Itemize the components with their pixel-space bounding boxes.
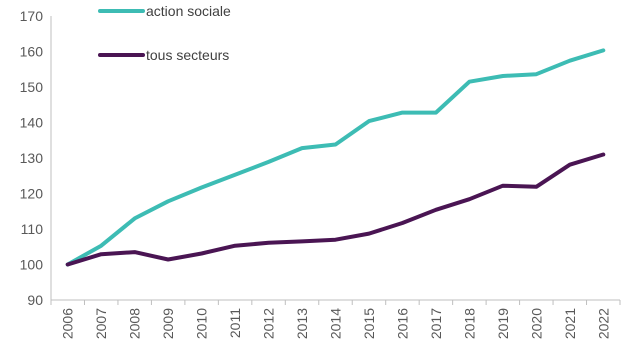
x-tick-label: 2006 xyxy=(60,308,76,339)
legend-label-2: tous secteurs xyxy=(146,47,229,63)
x-tick-label: 2007 xyxy=(93,308,109,339)
legend-label-1: action sociale xyxy=(146,3,231,19)
x-tick-label: 2015 xyxy=(361,308,377,339)
x-tick-label: 2019 xyxy=(495,308,511,339)
x-tick-label: 2010 xyxy=(194,308,210,339)
x-tick-label: 2017 xyxy=(428,308,444,339)
series-line-2 xyxy=(65,152,606,267)
y-tick-label: 120 xyxy=(20,186,44,202)
x-tick-label: 2022 xyxy=(595,308,611,339)
y-tick-label: 130 xyxy=(20,150,44,166)
y-tick-label: 160 xyxy=(20,44,44,60)
x-tick-label: 2016 xyxy=(394,308,410,339)
y-tick-label: 170 xyxy=(20,8,44,24)
x-axis-ticks: 2006 2007 2008 2009 2010 2011 2012 2013 2014 2015… xyxy=(60,308,612,339)
series-lines xyxy=(65,48,606,267)
y-tick-label: 140 xyxy=(20,115,44,131)
y-tick-label: 150 xyxy=(20,79,44,95)
x-tick-label: 2012 xyxy=(261,308,277,339)
legend: action sociale tous secteurs xyxy=(98,3,231,63)
axes xyxy=(50,16,621,305)
x-tick-label: 2014 xyxy=(328,308,344,339)
x-tick-label: 2018 xyxy=(461,308,477,339)
y-axis-ticks: 90 100 110 120 130 140 150 160 170 xyxy=(20,8,44,308)
x-tick-label: 2009 xyxy=(160,308,176,339)
y-tick-label: 110 xyxy=(21,221,44,237)
x-tick-label: 2020 xyxy=(528,308,544,339)
x-tick-label: 2013 xyxy=(294,308,310,339)
x-tick-label: 2011 xyxy=(227,308,243,338)
y-tick-label: 90 xyxy=(27,292,43,308)
x-tick-label: 2008 xyxy=(127,308,143,339)
series-line-1 xyxy=(65,48,606,267)
y-tick-label: 100 xyxy=(20,257,44,273)
x-tick-label: 2021 xyxy=(562,308,578,339)
